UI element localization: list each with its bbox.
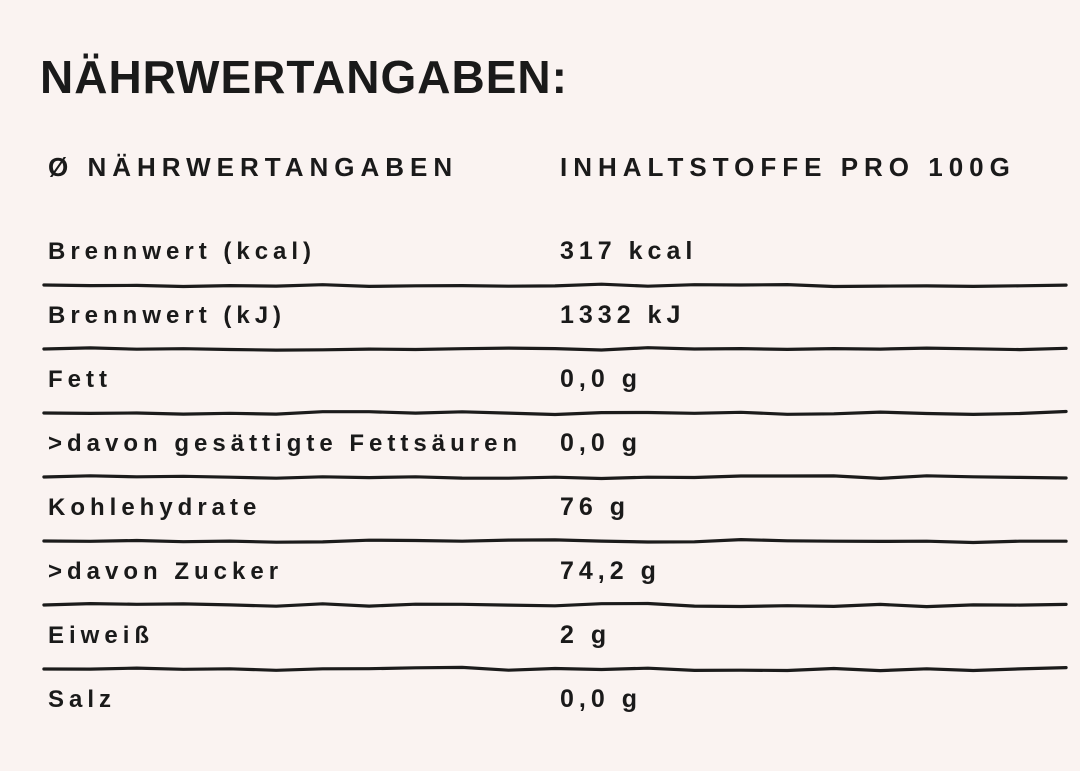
- nutrient-label: Brennwert (kJ): [40, 296, 560, 330]
- nutrient-label: Fett: [40, 360, 560, 394]
- nutrient-label: Salz: [40, 680, 560, 714]
- nutrient-label: Brennwert (kcal): [40, 232, 560, 266]
- nutrition-table: Brennwert (kcal)317 kcalBrennwert (kJ)13…: [40, 227, 1040, 739]
- table-row: Eiweiß2 g: [40, 611, 1040, 675]
- column-header-nutrient: Ø NÄHRWERTANGABEN: [40, 152, 560, 183]
- nutrient-label: Eiweiß: [40, 616, 560, 650]
- row-divider: [40, 601, 1070, 609]
- table-row: Fett0,0 g: [40, 355, 1040, 419]
- nutrient-value: 317 kcal: [560, 227, 1040, 266]
- nutrient-value: 0,0 g: [560, 675, 1040, 714]
- table-row: >davon gesättigte Fettsäuren0,0 g: [40, 419, 1040, 483]
- row-divider: [40, 281, 1070, 289]
- row-divider: [40, 473, 1070, 481]
- nutrient-label: Kohlehydrate: [40, 488, 560, 522]
- nutrient-value: 1332 kJ: [560, 291, 1040, 330]
- nutrient-value: 76 g: [560, 483, 1040, 522]
- row-divider: [40, 409, 1070, 417]
- nutrient-label: >davon gesättigte Fettsäuren: [40, 424, 560, 458]
- row-divider: [40, 537, 1070, 545]
- table-header-row: Ø NÄHRWERTANGABEN INHALTSTOFFE PRO 100G: [40, 152, 1040, 183]
- table-row: Kohlehydrate76 g: [40, 483, 1040, 547]
- nutrient-value: 0,0 g: [560, 419, 1040, 458]
- nutrient-value: 0,0 g: [560, 355, 1040, 394]
- column-header-per-100g: INHALTSTOFFE PRO 100G: [560, 152, 1040, 183]
- page-title: NÄHRWERTANGABEN:: [40, 50, 1040, 104]
- row-divider: [40, 665, 1070, 673]
- table-row: Brennwert (kcal)317 kcal: [40, 227, 1040, 291]
- row-divider: [40, 345, 1070, 353]
- table-row: Brennwert (kJ)1332 kJ: [40, 291, 1040, 355]
- nutrient-label: >davon Zucker: [40, 552, 560, 586]
- nutrient-value: 74,2 g: [560, 547, 1040, 586]
- table-row: >davon Zucker74,2 g: [40, 547, 1040, 611]
- table-row: Salz0,0 g: [40, 675, 1040, 739]
- nutrient-value: 2 g: [560, 611, 1040, 650]
